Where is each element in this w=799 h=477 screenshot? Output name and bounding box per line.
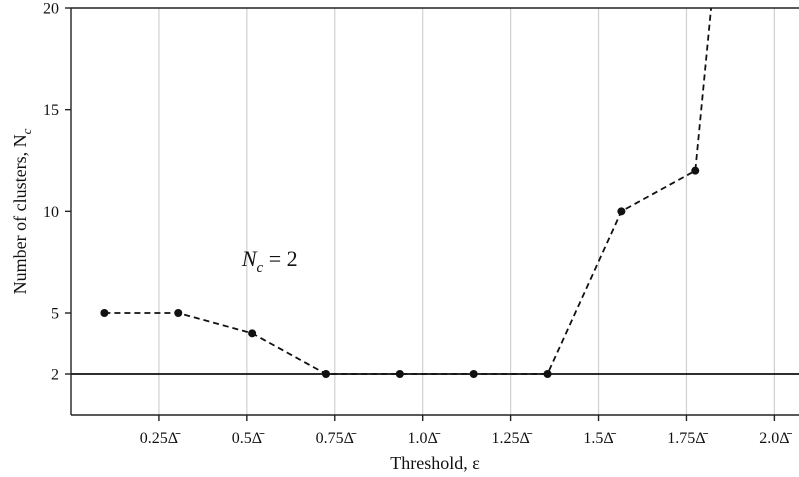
series-line-0 bbox=[104, 7, 712, 375]
annotation-nc-equals-2: Nc = 2 bbox=[241, 246, 298, 276]
data-point-0 bbox=[100, 309, 109, 317]
x-tick-label-4: 1.25Δ̄ bbox=[491, 430, 532, 447]
x-tick-label-2: 0.75Δ̄ bbox=[316, 430, 357, 447]
axes-layer bbox=[70, 7, 799, 416]
data-point-1 bbox=[174, 309, 183, 317]
y-tick-label-2: 10 bbox=[43, 204, 59, 221]
data-point-4 bbox=[395, 370, 404, 378]
data-point-6 bbox=[543, 370, 552, 378]
x-tick-label-7: 2.0Δ̄ bbox=[759, 430, 792, 447]
x-tick-label-6: 1.75Δ̄ bbox=[667, 430, 708, 447]
grid-layer bbox=[158, 8, 775, 415]
x-axis-label: Threshold, ε bbox=[390, 453, 480, 473]
data-point-2 bbox=[248, 329, 257, 338]
series-layer bbox=[100, 7, 712, 378]
data-point-7 bbox=[617, 207, 626, 216]
data-point-5 bbox=[469, 370, 478, 378]
x-tick-label-1: 0.5Δ̄ bbox=[232, 430, 265, 447]
y-tick-label-3: 15 bbox=[43, 102, 59, 119]
x-tick-label-5: 1.5Δ̄ bbox=[583, 430, 616, 447]
y-tick-label-4: 20 bbox=[43, 1, 59, 18]
y-axis-label: Number of clusters, Nc bbox=[10, 128, 34, 294]
y-tick-label-0: 2 bbox=[51, 367, 59, 384]
x-tick-label-0: 0.25Δ̄ bbox=[140, 430, 181, 447]
y-tick-label-1: 5 bbox=[51, 306, 59, 323]
data-point-3 bbox=[321, 370, 330, 378]
ticks-layer: 0.25Δ̄ 0.5Δ̄ 0.75Δ̄ 1.0Δ̄ 1.25Δ̄ 1.5Δ̄ 1.75Δ̄ 2… bbox=[43, 1, 793, 448]
x-tick-label-3: 1.0Δ̄ bbox=[408, 430, 441, 447]
data-point-8 bbox=[691, 166, 700, 175]
